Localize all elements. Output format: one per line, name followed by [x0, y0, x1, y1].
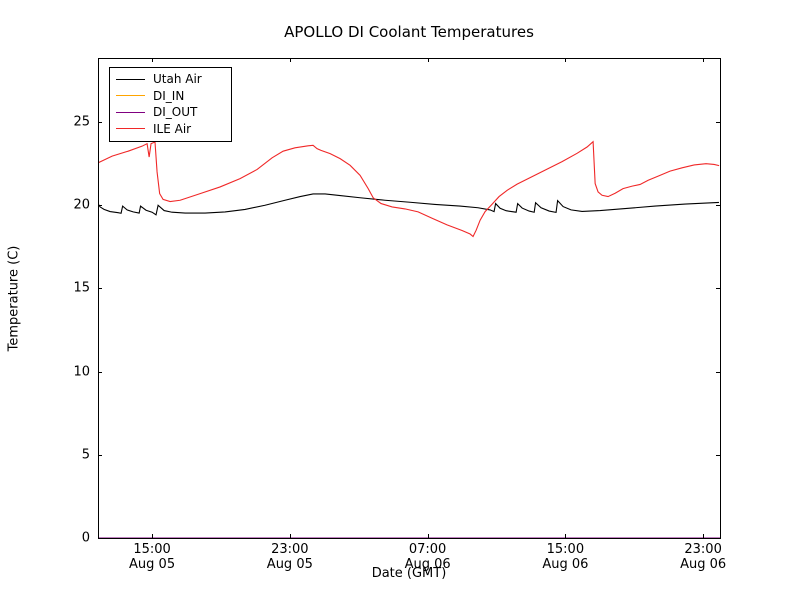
x-tick-label: 15:00 Aug 06	[525, 542, 605, 572]
x-tick-time: 23:00	[684, 542, 722, 557]
x-tick-date: Aug 06	[680, 557, 727, 572]
x-tick-label: 15:00 Aug 05	[112, 542, 192, 572]
legend-item-utah-air: Utah Air	[116, 71, 225, 88]
y-tick-label: 5	[81, 447, 90, 463]
x-tick-time: 15:00	[546, 542, 585, 557]
x-tick-label: 07:00 Aug 06	[388, 542, 468, 572]
x-tick-label: 23:00 Aug 06	[663, 542, 743, 572]
legend-line-sample	[116, 95, 145, 97]
y-tick-label: 15	[73, 280, 90, 296]
x-tick-label: 23:00 Aug 05	[250, 542, 330, 572]
axes-spines	[98, 58, 721, 539]
y-tick-label: 25	[73, 114, 90, 130]
legend-label: Utah Air	[153, 72, 202, 87]
legend-label: DI_OUT	[153, 105, 198, 120]
x-tick-time: 15:00	[133, 542, 171, 557]
y-tick-label: 0	[81, 530, 90, 546]
legend-line-sample	[116, 78, 145, 80]
x-tick-date: Aug 06	[542, 557, 589, 572]
x-tick-time: 23:00	[271, 542, 309, 557]
y-tick-label: 20	[73, 197, 90, 213]
legend-line-sample	[116, 128, 145, 130]
legend-line-sample	[116, 111, 145, 113]
x-tick-date: Aug 05	[129, 557, 176, 572]
chart-title: APOLLO DI Coolant Temperatures	[284, 23, 534, 41]
series-line-utah-air	[98, 193, 719, 216]
legend-label: DI_IN	[153, 88, 185, 103]
y-tick-label: 10	[73, 364, 90, 380]
legend-item-ile-air: ILE Air	[116, 121, 225, 138]
x-axis-label: Date (GMT)	[371, 566, 447, 581]
legend-item-di-in: DI_IN	[116, 88, 225, 105]
x-tick-date: Aug 06	[404, 557, 451, 572]
legend: Utah Air DI_IN DI_OUT ILE Air	[109, 67, 232, 142]
legend-label: ILE Air	[153, 121, 192, 136]
x-tick-time: 07:00	[408, 542, 447, 557]
legend-item-di-out: DI_OUT	[116, 104, 225, 121]
y-axis-label: Temperature (C)	[6, 245, 22, 352]
x-tick-date: Aug 05	[266, 557, 313, 572]
series-line-ile-air	[98, 140, 720, 238]
